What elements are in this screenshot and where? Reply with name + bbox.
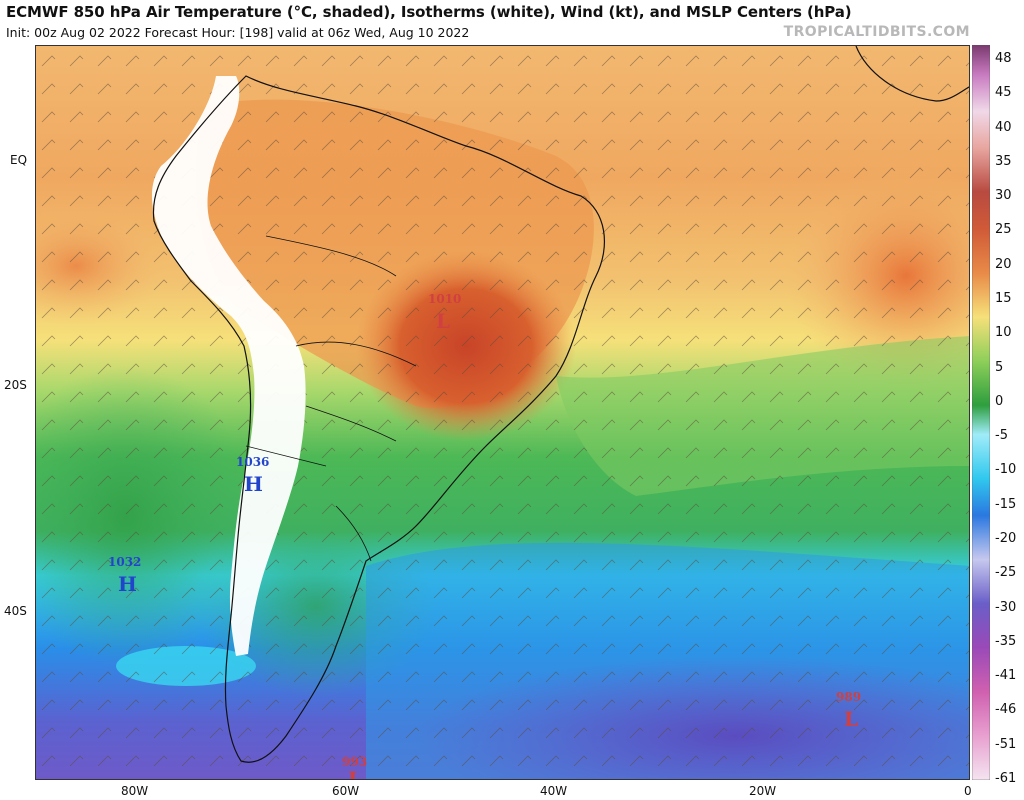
latitude-label-eq: EQ	[10, 153, 28, 167]
colorbar-label: 25	[995, 222, 1012, 238]
colorbar-label: 40	[995, 119, 1012, 135]
colorbar-label: 30	[995, 188, 1012, 204]
pressure-label-high-andes: 1036	[236, 455, 269, 469]
colorbar-label: -25	[995, 565, 1017, 581]
high-center-pacific-marker: H	[118, 572, 137, 596]
map-subtitle: Init: 00z Aug 02 2022 Forecast Hour: [19…	[6, 25, 470, 40]
low-center-brazil-marker: L	[436, 309, 450, 333]
colorbar-label: -46	[995, 702, 1017, 718]
latitude-label-40s: 40S	[4, 604, 27, 618]
colorbar-label: -30	[995, 599, 1017, 615]
pressure-label-high-pacific: 1032	[108, 555, 141, 569]
colorbar-label: 0	[995, 393, 1004, 409]
colorbar-label: -51	[995, 736, 1017, 752]
temperature-map[interactable]: 1010 1036 1032 989 993 L H H L L	[35, 45, 970, 780]
colorbar-label: 48	[995, 51, 1012, 66]
colorbar-label: 10	[995, 325, 1012, 341]
longitude-label-40w: 40W	[540, 784, 568, 798]
colorbar-label: -35	[995, 633, 1017, 649]
pressure-label-low-brazil: 1010	[428, 292, 461, 306]
temperature-colorbar	[972, 45, 990, 780]
low-center-atlantic-marker: L	[844, 707, 858, 731]
longitude-label-60w: 60W	[332, 784, 360, 798]
colorbar-label: -20	[995, 531, 1017, 546]
pressure-label-low-atlantic: 989	[836, 690, 861, 704]
colorbar-label: -61	[995, 771, 1017, 786]
colorbar-label: 15	[995, 291, 1012, 306]
colorbar-label: -10	[995, 462, 1017, 478]
longitude-label-20w: 20W	[749, 784, 777, 798]
colorbar-label: -41	[995, 668, 1017, 684]
brand-watermark[interactable]: TROPICALTIDBITS.COM	[783, 24, 970, 40]
longitude-label-0: 0	[964, 784, 972, 798]
colorbar-label: -5	[995, 428, 1008, 444]
pressure-label-low-south: 993	[342, 755, 367, 769]
longitude-label-80w: 80W	[121, 784, 149, 798]
colorbar-label: 45	[995, 85, 1012, 101]
latitude-label-20s: 20S	[4, 378, 27, 392]
colorbar-label: -15	[995, 496, 1017, 512]
high-center-andes-marker: H	[244, 472, 263, 496]
colorbar-label: 5	[995, 359, 1004, 375]
low-center-south-marker: L	[348, 767, 362, 780]
map-title: ECMWF 850 hPa Air Temperature (°C, shade…	[6, 3, 852, 21]
colorbar-label: 20	[995, 256, 1012, 272]
colorbar-label: 35	[995, 153, 1012, 169]
